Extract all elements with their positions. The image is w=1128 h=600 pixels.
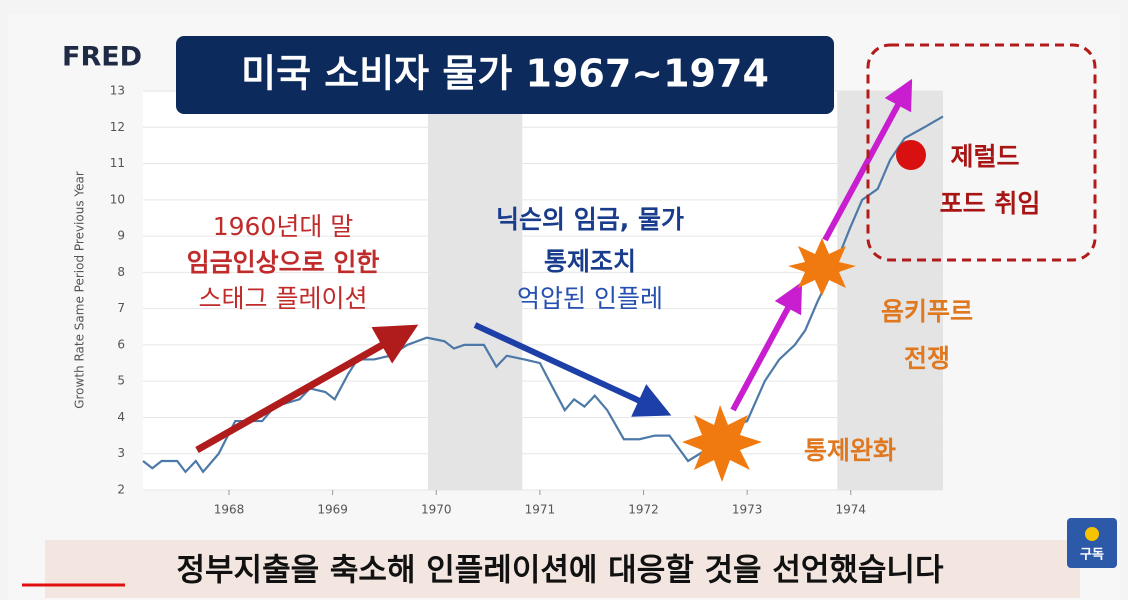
annotation: 포드 취임 (940, 189, 1041, 218)
y-tick-label: 13 (110, 84, 125, 98)
x-tick-label: 1969 (317, 503, 348, 517)
y-tick-label: 10 (110, 192, 125, 206)
y-tick-label: 11 (110, 156, 125, 170)
highlight-box (866, 43, 1097, 262)
y-tick-label: 2 (117, 483, 125, 497)
annotation: 1960년대 말 (213, 212, 354, 241)
annotation: 전쟁 (904, 344, 950, 373)
arrow (730, 281, 803, 412)
subscribe-label: 구독 (1080, 548, 1104, 563)
subscribe-button[interactable] (1067, 518, 1117, 568)
chart-title: 미국 소비자 물가 1967~1974 (241, 52, 769, 96)
plot-area (143, 91, 943, 490)
recession-band (837, 91, 943, 490)
x-tick-label: 1972 (628, 503, 659, 517)
annotation: 통제완화 (804, 436, 896, 465)
y-tick-label: 12 (110, 120, 125, 134)
caption: 정부지출을 축소해 인플레이션에 대응할 것을 선언했습니다 (177, 553, 944, 589)
event-dot (896, 140, 926, 170)
y-tick-label: 7 (117, 301, 125, 315)
y-tick-label: 9 (117, 229, 125, 243)
burst (788, 238, 856, 296)
annotation: 억압된 인플레 (517, 284, 663, 313)
arrow (195, 324, 419, 454)
arrow (822, 78, 913, 242)
y-tick-label: 4 (117, 410, 125, 424)
recession-band (427, 91, 523, 490)
y-tick-label: 3 (117, 446, 125, 460)
caption-bg (45, 540, 1080, 598)
source-logo: FRED (62, 42, 142, 73)
bulb-icon (1085, 527, 1099, 541)
x-tick-label: 1968 (214, 503, 245, 517)
y-tick-label: 6 (117, 337, 125, 351)
annotation: 닉슨의 임금, 물가 (496, 205, 684, 234)
x-tick-label: 1971 (525, 503, 556, 517)
title-box (176, 36, 834, 114)
y-tick-label: 8 (117, 265, 125, 279)
y-tick-label: 5 (117, 374, 125, 388)
annotation: 임금인상으로 인한 (187, 248, 380, 277)
x-tick-label: 1973 (732, 503, 763, 517)
annotation: 통제조치 (544, 247, 636, 276)
burst (682, 405, 762, 482)
arrow (473, 322, 672, 417)
annotation: 제럴드 (950, 142, 1019, 171)
y-axis-label: Growth Rate Same Period Previous Year (73, 171, 87, 409)
x-tick-label: 1970 (421, 503, 452, 517)
annotation: 욤키푸르 (881, 297, 973, 326)
x-tick-label: 1974 (835, 503, 866, 517)
annotation: 스태그 플레이션 (199, 284, 368, 313)
